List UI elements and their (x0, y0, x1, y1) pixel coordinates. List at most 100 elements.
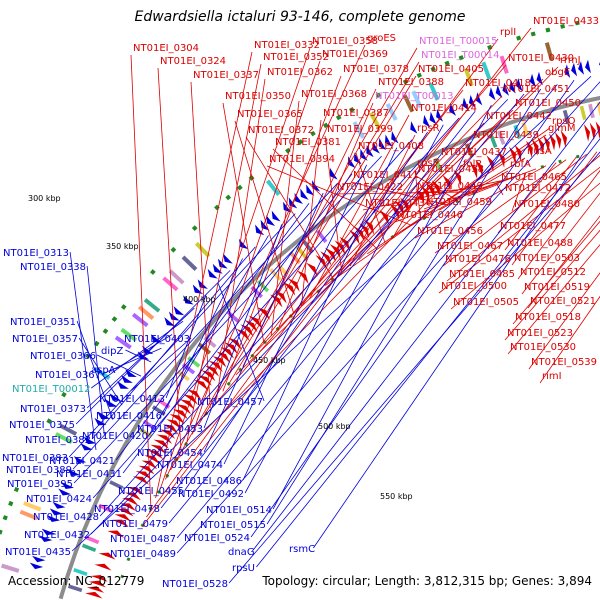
reverse-gene-arrow (67, 468, 81, 477)
forward-gene-label: NT01EI_0399 (327, 124, 393, 135)
forward-gene-arrow (150, 444, 166, 454)
forward-label-line (442, 153, 587, 267)
forward-label-line (539, 295, 600, 384)
forward-gene-arrow (88, 580, 106, 588)
cog-feature-block (73, 567, 88, 577)
forward-gene-arrow (112, 519, 129, 528)
forward-gene-label: NT01EI_0472 (505, 183, 571, 194)
forward-gene-label: NT01EI_0505 (453, 297, 519, 308)
reverse-gene-label: NT01EI_0420 (82, 431, 148, 442)
forward-gene-label: NT01EI_0414 (411, 103, 477, 114)
reverse-gene-arrow (585, 59, 591, 74)
kbp-tick-label: 350 kbp (106, 242, 139, 251)
reverse-gene-arrow (571, 62, 578, 77)
forward-gene-arrow (163, 424, 179, 434)
forward-gene-label: NT01EI_0411 (353, 170, 419, 181)
forward-gene-arrow (193, 379, 209, 391)
reverse-label-line (176, 84, 558, 539)
forward-label-line (511, 172, 527, 212)
reverse-gene-arrow (168, 311, 180, 321)
forward-gene-label: NT01EI_0434 (365, 198, 431, 209)
forward-gene-label: NT01EI_0372 (248, 125, 314, 136)
reverse-label-line (101, 347, 162, 375)
forward-gene-arrow (324, 247, 336, 262)
forward-gene-arrow (153, 439, 169, 449)
reverse-gene-label: NT01EI_0431 (56, 469, 122, 480)
forward-label-line (130, 54, 152, 508)
forward-gene-label: NT01EI_0456 (417, 226, 483, 237)
forward-label-line (197, 61, 420, 426)
forward-gene-label: NT01EI_T00013 (375, 91, 454, 102)
forward-gene-label: NT01EI_T00015 (419, 36, 498, 47)
kbp-tick-label: 500 kbp (318, 422, 351, 431)
outer-tick-mark (2, 515, 8, 521)
reverse-gene-arrow (488, 87, 496, 101)
forward-gene-label: NT01EI_0387 (323, 108, 389, 119)
cog-feature-block (488, 133, 498, 148)
reverse-gene-label: NT01EI_0338 (20, 262, 86, 273)
outer-tick-mark (575, 20, 580, 26)
forward-gene-label: NT01EI_0368 (301, 89, 367, 100)
forward-gene-label: rimI (542, 371, 562, 382)
forward-label-line (362, 179, 507, 211)
forward-gene-label: NT01EI_0530 (510, 342, 576, 353)
reverse-gene-label: NT01EI_0413 (99, 394, 165, 405)
reverse-gene-label: NT01EI_0367 (35, 370, 101, 381)
forward-gene-label: NT01EI_0394 (269, 154, 335, 165)
outer-tick-mark (93, 340, 100, 347)
reverse-label-line (92, 139, 413, 499)
forward-label-line (511, 151, 598, 266)
forward-gene-arrow (166, 419, 182, 430)
forward-gene-label: rpsO (552, 116, 576, 127)
cog-feature-block (579, 105, 587, 121)
cog-feature-block (187, 356, 201, 368)
forward-gene-arrow (98, 552, 116, 560)
forward-gene-arrow (589, 122, 596, 141)
forward-gene-arrow (442, 174, 451, 192)
forward-gene-arrow (354, 226, 365, 242)
forward-gene-label: NT01EI_0459 (426, 197, 492, 208)
forward-label-line (249, 89, 464, 360)
forward-gene-arrow (216, 351, 231, 364)
forward-gene-label: NT01EI_0451 (504, 84, 570, 95)
forward-gene-label: NT01EI_0430 (508, 53, 574, 64)
reverse-gene-arrow (197, 279, 208, 289)
reverse-gene-arrow (516, 78, 523, 92)
reverse-gene-label: NT01EI_0489 (110, 549, 176, 560)
inner-tick-mark (558, 159, 562, 164)
reverse-gene-label: NT01EI_0492 (178, 489, 244, 500)
cog-feature-block (151, 405, 166, 416)
forward-gene-label: NT01EI_0381 (275, 137, 341, 148)
forward-gene-arrow (306, 262, 318, 277)
reverse-label-line (250, 79, 575, 538)
forward-gene-arrow (114, 514, 132, 522)
cog-feature-block (544, 42, 554, 61)
forward-label-line (414, 187, 487, 194)
forward-gene-label: NT01EI_0539 (531, 357, 597, 368)
forward-label-line (229, 75, 417, 384)
forward-label-line (434, 159, 567, 254)
forward-gene-arrow (379, 209, 389, 226)
forward-gene-label: NT01EI_0480 (514, 199, 580, 210)
forward-label-line (496, 183, 504, 196)
outer-tick-mark (225, 194, 232, 201)
outer-tick-mark (8, 500, 14, 507)
forward-gene-arrow (156, 434, 173, 444)
inner-tick-mark (455, 199, 459, 204)
forward-gene-arrow (595, 121, 600, 139)
reverse-gene-label: NT01EI_0455 (118, 486, 184, 497)
reverse-gene-arrow (29, 562, 44, 570)
forward-gene-label: NT01EI_0332 (254, 40, 320, 51)
cog-feature-block (433, 157, 443, 172)
forward-gene-arrow (389, 203, 399, 219)
outer-tick-mark (13, 486, 20, 493)
cog-feature-block (84, 535, 100, 545)
reverse-label-line (71, 76, 592, 552)
outer-tick-mark (237, 184, 243, 191)
forward-gene-label: NT01EI_0408 (358, 141, 424, 152)
forward-gene-label: NT01EI_0503 (514, 253, 580, 264)
forward-gene-arrow (537, 136, 545, 155)
outer-tick-mark (516, 35, 522, 41)
outer-tick-mark (102, 328, 109, 335)
forward-gene-label: rplI (500, 27, 516, 38)
